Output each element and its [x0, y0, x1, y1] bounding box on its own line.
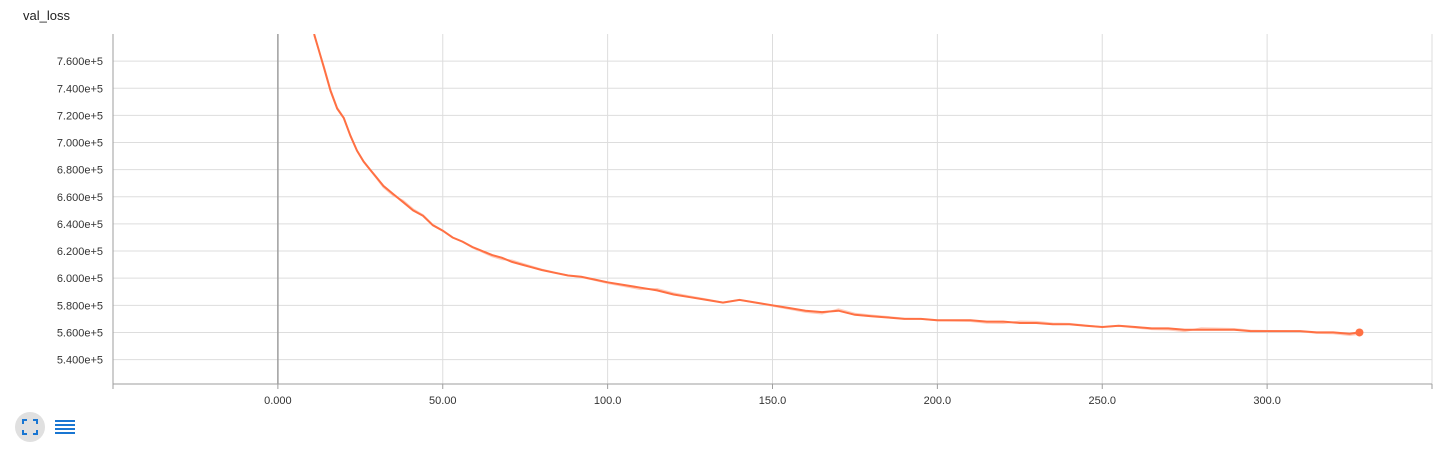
menu-lines-icon — [55, 420, 75, 434]
y-tick-label: 7.200e+5 — [57, 110, 103, 122]
y-tick-label: 5.600e+5 — [57, 327, 103, 339]
x-tick-label: 200.0 — [924, 395, 952, 407]
series-layer — [313, 34, 1364, 337]
fullscreen-icon — [22, 419, 38, 435]
x-tick-label: 250.0 — [1088, 395, 1116, 407]
y-tick-label: 7.400e+5 — [57, 83, 103, 95]
fullscreen-button[interactable] — [15, 412, 45, 442]
y-tick-label: 6.000e+5 — [57, 273, 103, 285]
y-tick-label: 6.400e+5 — [57, 219, 103, 231]
axis-layer — [112, 34, 1433, 389]
x-tick-label: 0.000 — [264, 395, 292, 407]
y-tick-label: 5.400e+5 — [57, 355, 103, 367]
x-tick-label: 300.0 — [1253, 395, 1281, 407]
y-tick-label: 6.800e+5 — [57, 165, 103, 177]
x-tick-label: 150.0 — [759, 395, 787, 407]
tick-label-layer: 5.400e+5 5.600e+5 5.800e+5 6.000e+5 6.200e+5… — [57, 56, 1281, 407]
y-tick-label: 6.200e+5 — [57, 246, 103, 258]
toggle-legend-button[interactable] — [50, 412, 80, 442]
y-tick-label: 6.600e+5 — [57, 192, 103, 204]
series-end-point — [1355, 328, 1364, 337]
x-tick-label: 100.0 — [594, 395, 622, 407]
y-tick-label: 5.800e+5 — [57, 300, 103, 312]
y-tick-label: 7.000e+5 — [57, 138, 103, 150]
raw-series-layer — [313, 35, 1360, 336]
series-raw-line — [313, 35, 1360, 336]
chart-title: val_loss — [23, 8, 70, 23]
grid-layer — [113, 34, 1433, 384]
series-line — [313, 34, 1360, 335]
y-tick-label: 7.600e+5 — [57, 56, 103, 68]
x-tick-label: 50.00 — [429, 395, 457, 407]
